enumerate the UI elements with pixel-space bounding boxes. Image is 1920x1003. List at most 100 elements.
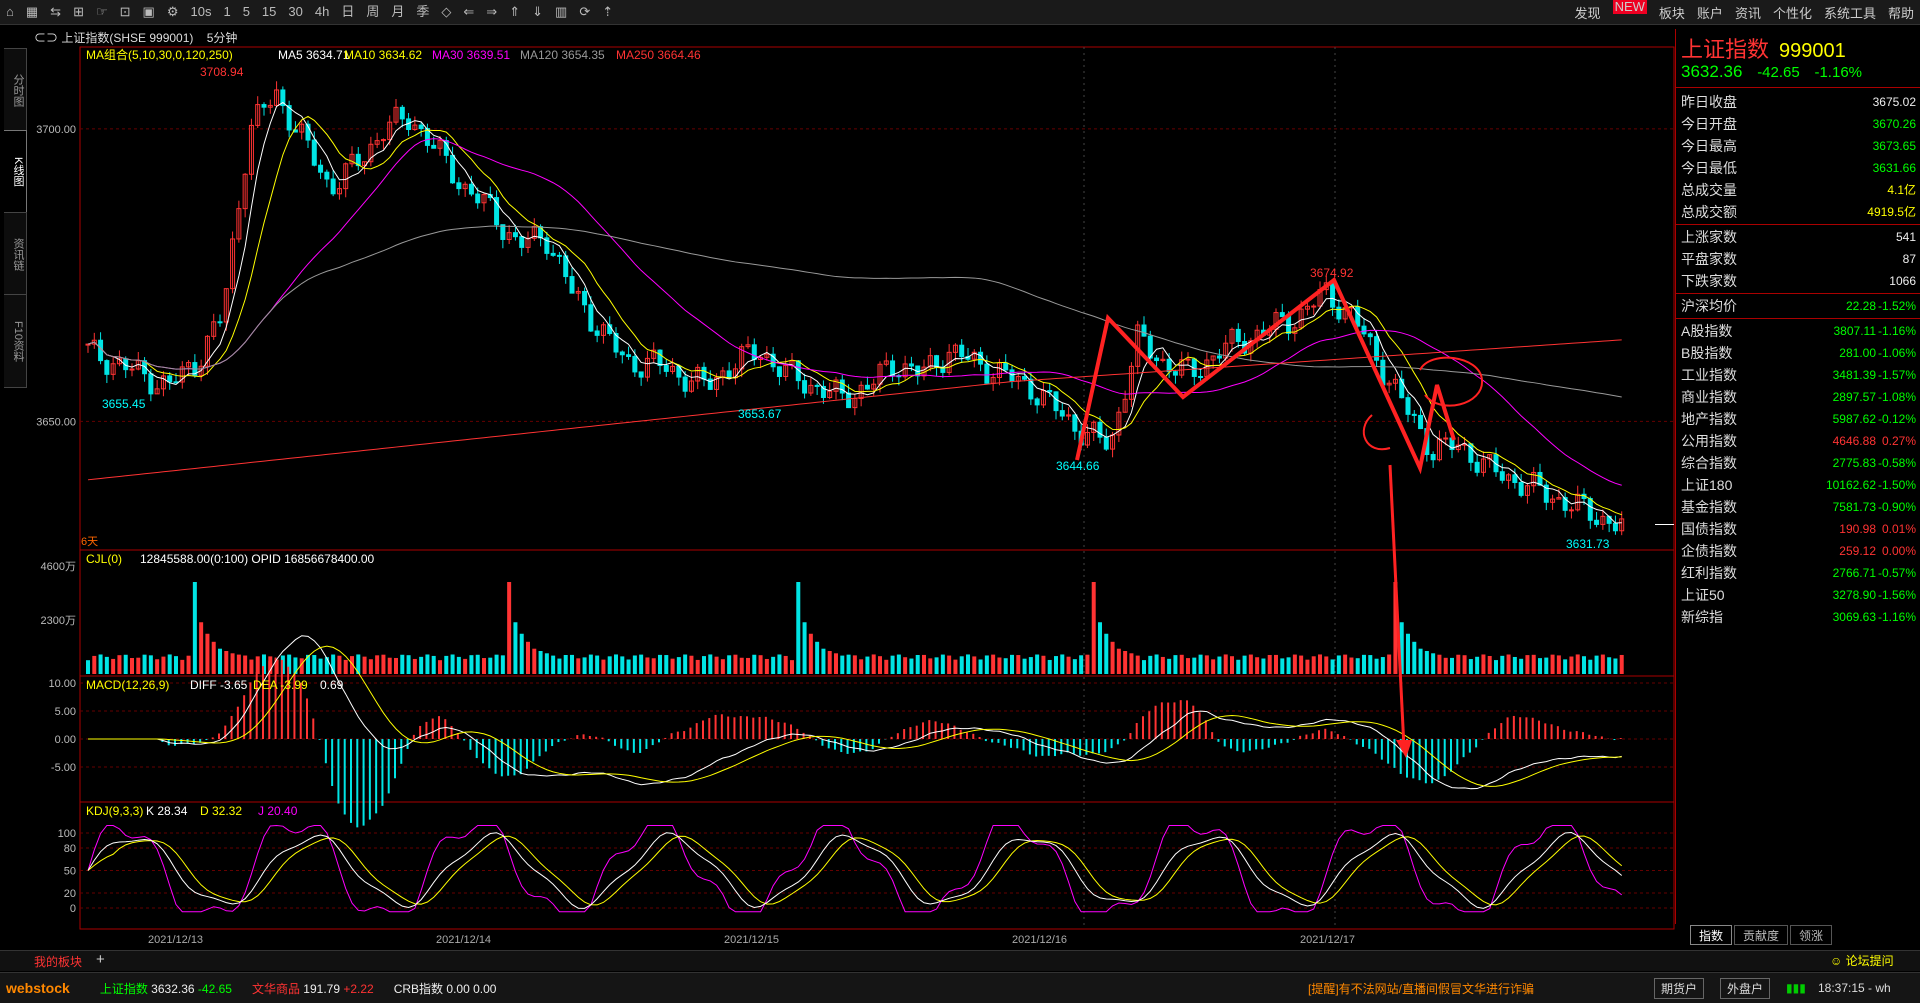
cjl-legend[interactable]: CJL(0) [86, 552, 122, 566]
candle-body [412, 124, 418, 131]
count-row[interactable]: 平盘家数 87 [1681, 248, 1916, 270]
stat-row[interactable]: 总成交额 4919.5亿 [1681, 201, 1916, 223]
candle-body [330, 178, 336, 195]
ma-legend[interactable]: MA组合(5,10,30,0,120,250) [86, 47, 233, 62]
d-line [87, 835, 1623, 906]
grid-icon[interactable]: ▦ [25, 4, 39, 19]
tab-news-chain[interactable]: 资讯链 [4, 212, 27, 296]
dea-line [88, 645, 1622, 787]
index-row[interactable]: B股指数 281.00 -1.06% [1681, 342, 1916, 364]
tab-leaders[interactable]: 领涨 [1790, 925, 1833, 945]
status-index-1[interactable]: 上证指数 3632.36 -42.65 [99, 981, 232, 996]
period-label[interactable]: 5分钟 [206, 31, 238, 45]
add-tab-button[interactable]: + [96, 951, 105, 968]
forum-link[interactable]: ☺ 论坛提问 [1830, 954, 1894, 968]
arrow-left-icon[interactable]: ⇐ [463, 4, 475, 19]
period-5[interactable]: 5 [242, 4, 250, 19]
menu-sector[interactable]: 板块 [1658, 5, 1685, 21]
count-row[interactable]: 下跌家数 1066 [1681, 270, 1916, 292]
status-index-3[interactable]: CRB指数 0.00 0.00 [393, 981, 497, 996]
period-1[interactable]: 1 [223, 4, 231, 19]
volume-bar [400, 654, 405, 674]
volume-bar [928, 658, 933, 674]
stat-row[interactable]: 今日最高 3673.65 [1681, 135, 1916, 157]
candle-body [255, 104, 261, 126]
menu-discover[interactable]: 发现 [1574, 5, 1601, 21]
candle-body [701, 366, 707, 380]
arrows-icon[interactable]: ⇆ [50, 4, 62, 19]
volume-bar [475, 654, 480, 674]
tab-kline[interactable]: K线图 [4, 130, 27, 214]
index-row[interactable]: 商业指数 2897.57 -1.08% [1681, 386, 1916, 408]
outer-account-button[interactable]: 外盘户 [1720, 977, 1771, 999]
home-icon[interactable]: ⌂ [6, 4, 14, 19]
kline-chart[interactable]: 3700.00 3650.00 4600万 2300万 10.00 5.00 0.00 -5.… [0, 0, 1675, 950]
tab-my-sector[interactable]: 我的板块 [34, 955, 83, 969]
candle-body [85, 343, 91, 346]
menu-account[interactable]: 账户 [1696, 5, 1723, 21]
menu-system-tools[interactable]: 系统工具 [1823, 5, 1876, 21]
settings-icon[interactable]: ⚙ [166, 4, 179, 19]
stat-row[interactable]: 昨日收盘 3675.02 [1681, 91, 1916, 113]
status-index-2[interactable]: 文华商品 191.79 +2.22 [251, 981, 374, 996]
index-row[interactable]: 工业指数 3481.39 -1.57% [1681, 364, 1916, 386]
forum-icon: ☺ [1830, 954, 1843, 968]
candle-body [236, 208, 242, 240]
tab-contribution[interactable]: 贡献度 [1734, 925, 1789, 945]
stat-row[interactable]: 今日开盘 3670.26 [1681, 113, 1916, 135]
index-row[interactable]: 上证50 3278.90 -1.56% [1681, 584, 1916, 606]
period-4h[interactable]: 4h [314, 4, 330, 19]
index-row[interactable]: 国债指数 190.98 0.01% [1681, 518, 1916, 540]
candle-body [393, 106, 399, 123]
tab-index[interactable]: 指数 [1690, 925, 1733, 945]
period-30[interactable]: 30 [288, 4, 303, 19]
cursor-icon[interactable]: ☞ [95, 4, 108, 19]
index-row[interactable]: 地产指数 5987.62 -0.12% [1681, 408, 1916, 430]
volume-bar [1211, 659, 1216, 674]
save-icon[interactable]: ▣ [142, 4, 155, 19]
tab-f10[interactable]: F10资料 [4, 294, 27, 388]
futures-account-button[interactable]: 期货户 [1654, 977, 1705, 999]
period-week[interactable]: 周 [366, 4, 380, 19]
index-row[interactable]: 基金指数 7581.73 -0.90% [1681, 496, 1916, 518]
arrow-up-icon[interactable]: ⇑ [509, 4, 521, 19]
index-row[interactable]: 综合指数 2775.83 -0.58% [1681, 452, 1916, 474]
volume-bar [236, 654, 241, 674]
refresh-icon[interactable]: ⟳ [579, 4, 591, 19]
stat-row[interactable]: 今日最低 3631.66 [1681, 157, 1916, 179]
index-row[interactable]: 沪深均价 22.28 -1.52% [1681, 295, 1916, 317]
index-row[interactable]: 红利指数 2766.71 -0.57% [1681, 562, 1916, 584]
index-row[interactable]: 公用指数 4646.88 0.27% [1681, 430, 1916, 452]
chart-type-icon[interactable]: ⊡ [119, 4, 131, 19]
index-row[interactable]: A股指数 3807.11 -1.16% [1681, 320, 1916, 342]
diamond-icon[interactable]: ◇ [441, 4, 452, 19]
candle-body [1386, 382, 1392, 386]
layout-icon[interactable]: ▥ [555, 4, 568, 19]
period-15[interactable]: 15 [261, 4, 277, 19]
index-row[interactable]: 上证180 10162.62 -1.50% [1681, 474, 1916, 496]
volume-bar [255, 656, 260, 674]
period-month[interactable]: 月 [391, 4, 405, 19]
up-icon[interactable]: ⇡ [602, 4, 614, 19]
chart-icon[interactable]: ⊞ [73, 4, 84, 19]
candle-body [223, 288, 229, 323]
days-label: 6天 [81, 536, 98, 548]
count-row[interactable]: 上涨家数 541 [1681, 226, 1916, 248]
index-row[interactable]: 企债指数 259.12 0.00% [1681, 540, 1916, 562]
menu-news[interactable]: 资讯 [1734, 5, 1761, 21]
tab-timeshare[interactable]: 分时图 [4, 48, 27, 132]
index-value: 2766.71 [1832, 566, 1876, 580]
period-season[interactable]: 季 [416, 4, 430, 19]
arrow-down-icon[interactable]: ⇓ [532, 4, 544, 19]
menu-help[interactable]: 帮助 [1887, 5, 1914, 21]
arrow-right-icon[interactable]: ⇒ [486, 4, 498, 19]
macd-legend[interactable]: MACD(12,26,9) [86, 678, 169, 692]
stat-row[interactable]: 总成交量 4.1亿 [1681, 179, 1916, 201]
kdj-legend[interactable]: KDJ(9,3,3) [86, 804, 143, 818]
scam-notice[interactable]: [提醒]有不法网站/直播间假冒文华进行诈骗 [1308, 981, 1535, 996]
candle-body [1518, 482, 1524, 496]
menu-personalize[interactable]: 个性化 [1772, 5, 1812, 21]
period-day[interactable]: 日 [341, 4, 355, 19]
index-row[interactable]: 新综指 3069.63 -1.16% [1681, 606, 1916, 628]
period-10s[interactable]: 10s [190, 4, 212, 19]
